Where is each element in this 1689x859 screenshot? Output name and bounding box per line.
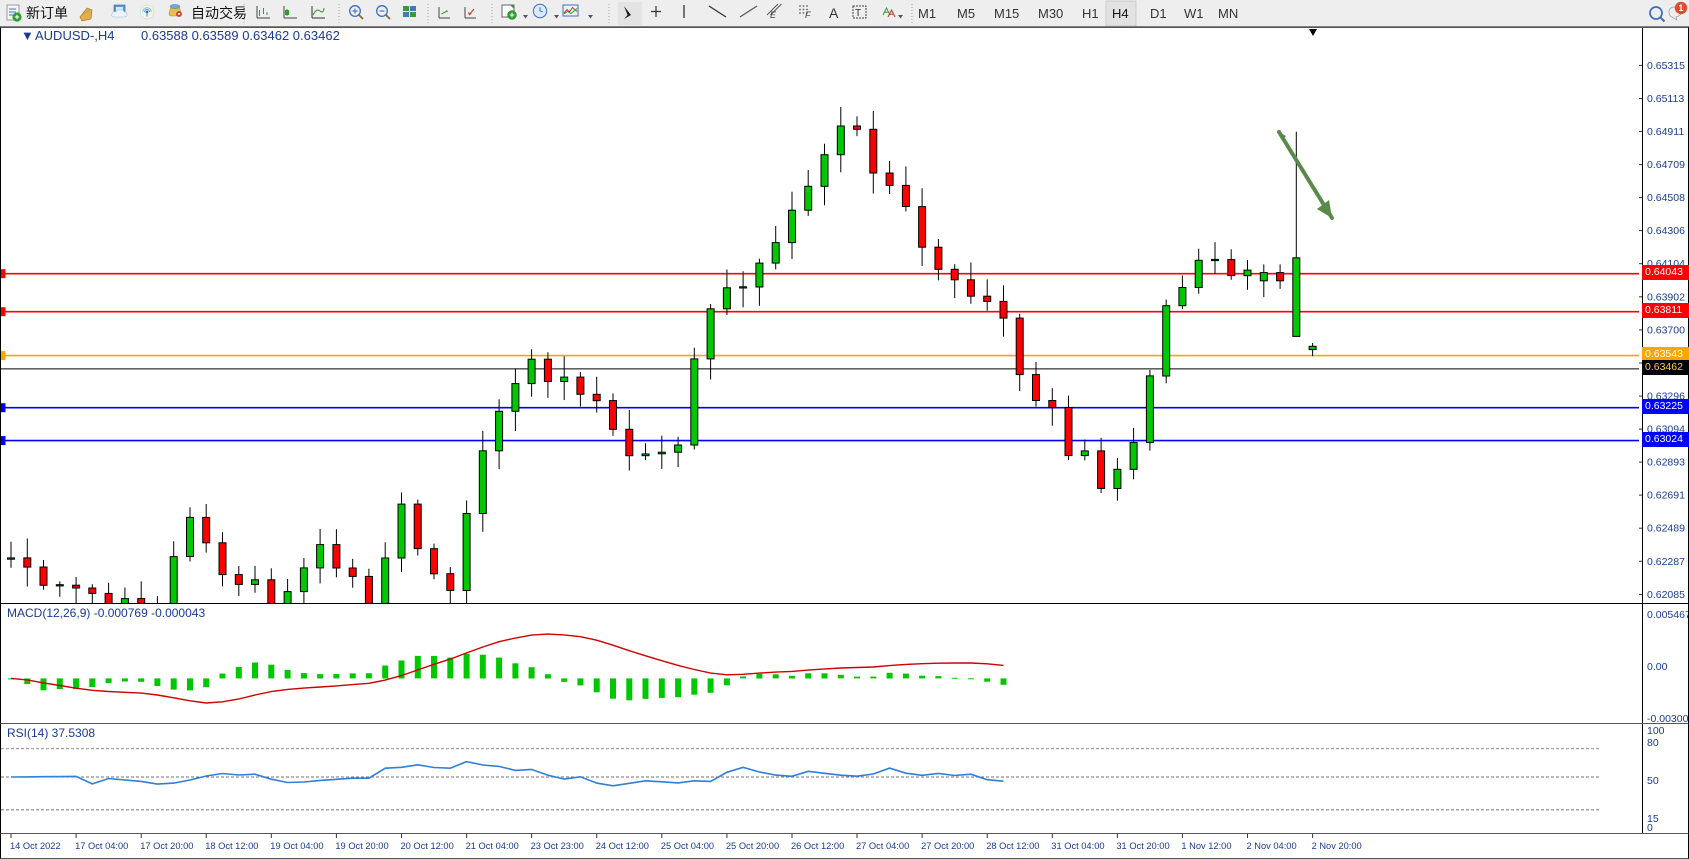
svg-text:RSI(14) 37.5308: RSI(14) 37.5308 [7, 726, 95, 740]
svg-text:21 Oct 04:00: 21 Oct 04:00 [466, 841, 519, 851]
svg-text:0.63700: 0.63700 [1647, 324, 1685, 336]
svg-text:23 Oct 23:00: 23 Oct 23:00 [531, 841, 584, 851]
svg-text:H4: H4 [1112, 6, 1129, 21]
svg-text:0.64306: 0.64306 [1647, 225, 1685, 237]
svg-text:0.62287: 0.62287 [1647, 556, 1685, 568]
svg-text:14 Oct 2022: 14 Oct 2022 [10, 841, 61, 851]
svg-text:M1: M1 [918, 6, 936, 21]
svg-text:2 Nov 20:00: 2 Nov 20:00 [1312, 841, 1362, 851]
svg-text:AUDUSD-,H4: AUDUSD-,H4 [35, 28, 114, 43]
svg-text:M30: M30 [1038, 6, 1063, 21]
svg-text:2 Nov 04:00: 2 Nov 04:00 [1247, 841, 1297, 851]
svg-text:28 Oct 12:00: 28 Oct 12:00 [986, 841, 1039, 851]
svg-text:0.64709: 0.64709 [1647, 159, 1685, 171]
svg-text:0.64911: 0.64911 [1647, 126, 1684, 138]
svg-text:27 Oct 20:00: 27 Oct 20:00 [921, 841, 974, 851]
svg-text:MACD(12,26,9) -0.000769 -0.000: MACD(12,26,9) -0.000769 -0.000043 [7, 606, 205, 620]
svg-text:27 Oct 04:00: 27 Oct 04:00 [856, 841, 909, 851]
svg-text:F: F [805, 10, 811, 20]
svg-text:0.005467: 0.005467 [1647, 609, 1689, 621]
svg-text:H1: H1 [1082, 6, 1099, 21]
svg-text:31 Oct 04:00: 31 Oct 04:00 [1051, 841, 1104, 851]
svg-text:19 Oct 20:00: 19 Oct 20:00 [335, 841, 388, 851]
svg-text:▼: ▼ [21, 28, 34, 43]
svg-text:0.62489: 0.62489 [1647, 523, 1685, 535]
svg-text:A: A [829, 5, 839, 21]
svg-text:17 Oct 04:00: 17 Oct 04:00 [75, 841, 128, 851]
svg-text:25 Oct 20:00: 25 Oct 20:00 [726, 841, 779, 851]
svg-text:D1: D1 [1150, 6, 1167, 21]
svg-text:26 Oct 12:00: 26 Oct 12:00 [791, 841, 844, 851]
svg-text:0.00: 0.00 [1647, 661, 1668, 673]
svg-text:1: 1 [1678, 3, 1683, 13]
svg-text:M5: M5 [957, 6, 975, 21]
svg-text:0.65315: 0.65315 [1647, 60, 1685, 72]
svg-text:自动交易: 自动交易 [191, 5, 247, 21]
svg-text:0.62893: 0.62893 [1647, 457, 1685, 469]
svg-text:19 Oct 04:00: 19 Oct 04:00 [270, 841, 323, 851]
svg-text:17 Oct 20:00: 17 Oct 20:00 [140, 841, 193, 851]
svg-text:80: 80 [1647, 737, 1659, 749]
svg-text:20 Oct 12:00: 20 Oct 12:00 [401, 841, 454, 851]
svg-text:T: T [855, 8, 861, 19]
svg-text:0.65113: 0.65113 [1647, 93, 1684, 105]
svg-text:0.64508: 0.64508 [1647, 192, 1685, 204]
svg-text:50: 50 [1647, 775, 1659, 787]
svg-text:0.62691: 0.62691 [1647, 490, 1685, 502]
svg-text:0.63588 0.63589 0.63462 0.6346: 0.63588 0.63589 0.63462 0.63462 [141, 28, 340, 43]
svg-text:新订单: 新订单 [26, 5, 68, 21]
svg-text:MN: MN [1218, 6, 1238, 21]
svg-text:M15: M15 [994, 6, 1019, 21]
svg-text:0: 0 [1647, 822, 1653, 834]
svg-text:1 Nov 12:00: 1 Nov 12:00 [1181, 841, 1231, 851]
svg-text:24 Oct 12:00: 24 Oct 12:00 [596, 841, 649, 851]
svg-text:E: E [770, 10, 777, 20]
svg-text:0.63902: 0.63902 [1647, 291, 1685, 303]
svg-text:31 Oct 20:00: 31 Oct 20:00 [1116, 841, 1169, 851]
svg-text:W1: W1 [1184, 6, 1204, 21]
svg-text:-0.003009: -0.003009 [1647, 713, 1689, 724]
svg-text:25 Oct 04:00: 25 Oct 04:00 [661, 841, 714, 851]
svg-text:100: 100 [1647, 725, 1665, 737]
svg-text:0.62085: 0.62085 [1647, 589, 1685, 601]
svg-text:18 Oct 12:00: 18 Oct 12:00 [205, 841, 258, 851]
